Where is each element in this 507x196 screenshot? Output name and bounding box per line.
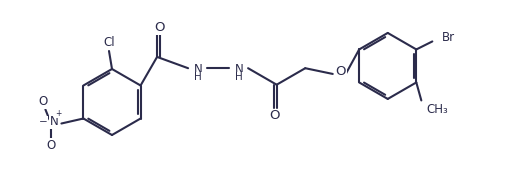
Text: O: O xyxy=(154,21,164,34)
Text: O: O xyxy=(47,139,56,152)
Text: O: O xyxy=(336,65,346,78)
Text: O: O xyxy=(39,95,48,108)
Text: N: N xyxy=(194,63,202,76)
Text: Cl: Cl xyxy=(103,35,115,48)
Text: N: N xyxy=(49,115,58,128)
Text: +: + xyxy=(55,109,62,118)
Text: Br: Br xyxy=(442,31,455,44)
Text: CH₃: CH₃ xyxy=(426,103,448,116)
Text: N: N xyxy=(235,63,243,76)
Text: −: − xyxy=(39,116,48,126)
Text: H: H xyxy=(194,72,202,82)
Text: H: H xyxy=(235,72,243,82)
Text: O: O xyxy=(269,109,280,122)
